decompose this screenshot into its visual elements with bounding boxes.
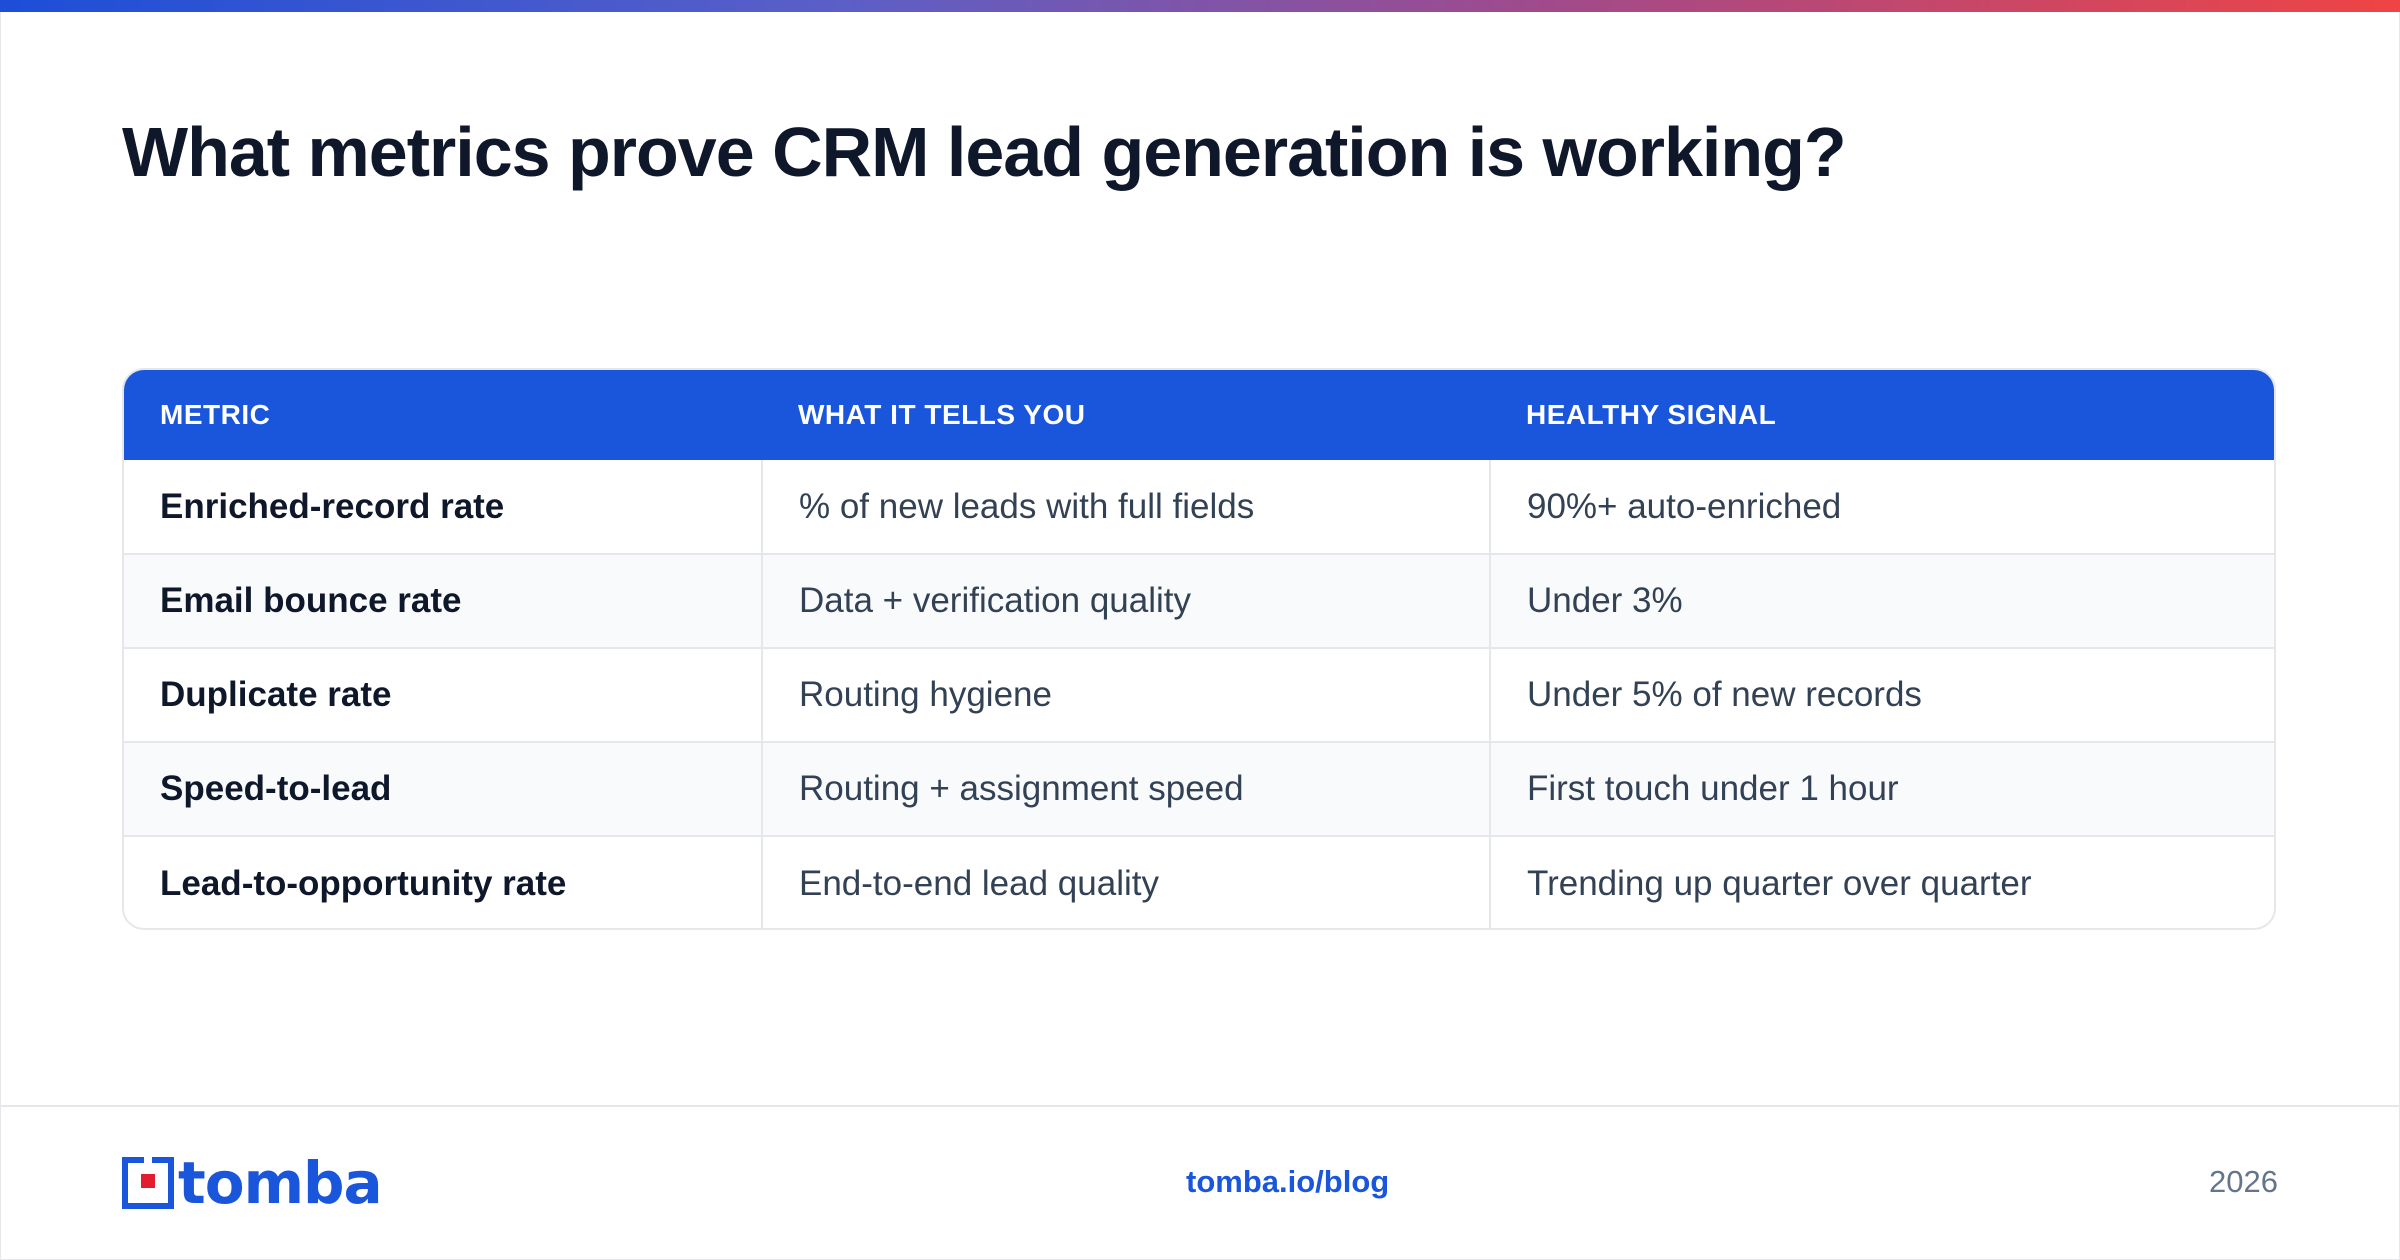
footer-divider bbox=[0, 1105, 2400, 1107]
tomba-logo-wordmark: tomba bbox=[178, 1149, 383, 1217]
metric-cell: Duplicate rate bbox=[124, 647, 762, 742]
blog-link[interactable]: tomba.io/blog bbox=[1186, 1164, 1390, 1199]
signal-cell: Under 5% of new records bbox=[1489, 647, 2274, 742]
metric-cell: Speed-to-lead bbox=[124, 741, 762, 836]
signal-cell: 90%+ auto-enriched bbox=[1489, 460, 2274, 554]
table-row: Lead-to-opportunity rate End-to-end lead… bbox=[124, 835, 2274, 928]
column-header-metric: METRIC bbox=[160, 399, 271, 430]
column-header-healthy-signal: HEALTHY SIGNAL bbox=[1526, 399, 1777, 430]
table-row: Speed-to-lead Routing + assignment speed… bbox=[124, 741, 2274, 836]
footer-year: 2026 bbox=[2209, 1164, 2278, 1199]
meaning-cell: Data + verification quality bbox=[761, 553, 1490, 648]
metric-cell: Email bounce rate bbox=[124, 553, 762, 648]
page-title: What metrics prove CRM lead generation i… bbox=[122, 113, 1847, 191]
table-header-row: METRIC WHAT IT TELLS YOU HEALTHY SIGNAL bbox=[124, 370, 2274, 460]
metric-cell: Enriched-record rate bbox=[160, 486, 505, 526]
top-gradient-bar bbox=[0, 0, 2400, 12]
table-row: Duplicate rate Routing hygiene Under 5% … bbox=[124, 647, 2274, 742]
metrics-table: METRIC WHAT IT TELLS YOU HEALTHY SIGNAL … bbox=[124, 370, 2274, 928]
signal-cell: Under 3% bbox=[1489, 553, 2274, 648]
signal-cell: Trending up quarter over quarter bbox=[1489, 835, 2274, 928]
meaning-cell: End-to-end lead quality bbox=[761, 835, 1490, 928]
column-header-what-it-tells-you: WHAT IT TELLS YOU bbox=[798, 399, 1086, 430]
metric-cell: Lead-to-opportunity rate bbox=[124, 835, 762, 928]
signal-cell: First touch under 1 hour bbox=[1489, 741, 2274, 836]
table-row: Enriched-record rate % of new leads with… bbox=[124, 460, 2274, 554]
meaning-cell: % of new leads with full fields bbox=[761, 460, 1490, 554]
table-row: Email bounce rate Data + verification qu… bbox=[124, 553, 2274, 648]
meaning-cell: Routing + assignment speed bbox=[761, 741, 1490, 836]
meaning-cell: Routing hygiene bbox=[761, 647, 1490, 742]
tomba-logo[interactable]: tomba bbox=[122, 1149, 383, 1217]
table-header: METRIC WHAT IT TELLS YOU HEALTHY SIGNAL bbox=[124, 370, 2274, 460]
metrics-table-card: METRIC WHAT IT TELLS YOU HEALTHY SIGNAL … bbox=[122, 368, 2276, 930]
table-body: Enriched-record rate % of new leads with… bbox=[124, 460, 2274, 928]
tomba-logo-icon bbox=[122, 1157, 174, 1209]
